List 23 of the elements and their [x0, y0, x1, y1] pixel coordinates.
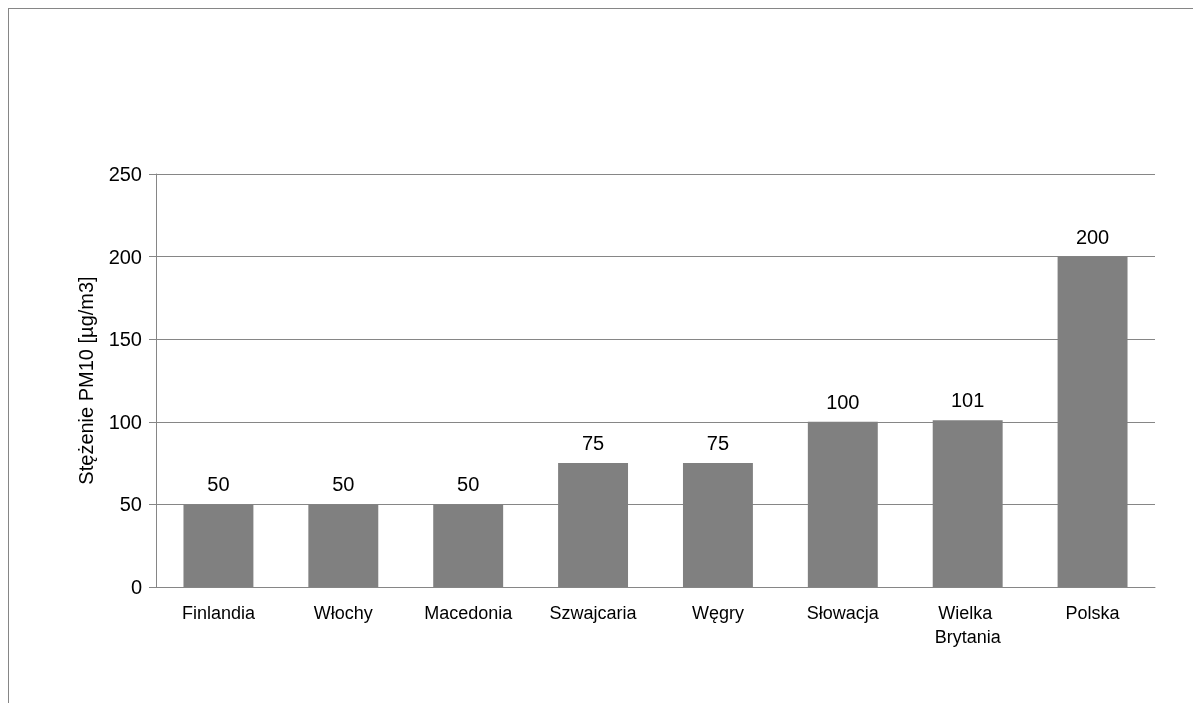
x-tick-label: Macedonia [424, 603, 514, 623]
x-tick-label: Słowacja [806, 603, 880, 623]
data-label: 75 [581, 432, 605, 455]
data-label: 50 [207, 473, 230, 496]
y-tick-label: 50 [119, 493, 142, 516]
data-label: 101 [951, 389, 985, 412]
x-tick-label: Finlandia [181, 603, 256, 623]
data-label: 50 [457, 473, 480, 496]
x-tick-label: Szwajcaria [549, 603, 638, 623]
y-axis-title: Stężenie PM10 [µg/m3] [75, 276, 97, 485]
data-label: 100 [826, 390, 860, 413]
y-tick-label: 100 [108, 410, 142, 433]
data-label: 50 [332, 473, 355, 496]
x-tick-label: Wielka Brytania [934, 603, 1002, 647]
x-tick-label: Węgry [691, 603, 744, 623]
y-tick-label: 250 [108, 163, 142, 185]
y-tick-label: 200 [108, 245, 142, 268]
data-label: 200 [1075, 225, 1110, 248]
y-tick-label: 0 [130, 576, 142, 598]
y-tick-label: 150 [108, 328, 142, 351]
x-tick-label: Polska [1065, 603, 1121, 623]
data-label: 75 [706, 432, 730, 455]
x-tick-label: Włochy [313, 603, 373, 623]
